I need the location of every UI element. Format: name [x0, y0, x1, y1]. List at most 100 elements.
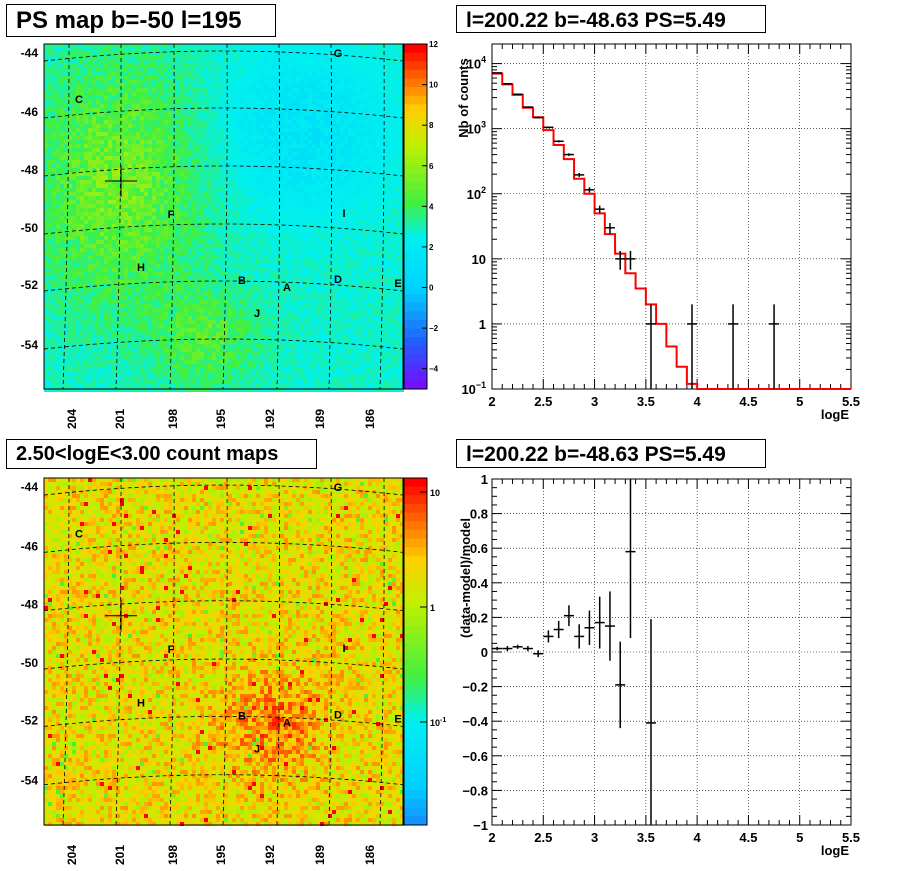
map-pixel	[324, 124, 328, 128]
map-pixel	[100, 148, 104, 152]
map-pixel	[148, 176, 152, 180]
map-pixel	[272, 248, 276, 252]
map-pixel	[128, 232, 132, 236]
map-pixel	[172, 212, 176, 216]
map-pixel	[200, 80, 204, 84]
map-pixel	[340, 148, 344, 152]
map-pixel	[340, 208, 344, 212]
map-pixel	[364, 232, 368, 236]
map-pixel	[156, 160, 160, 164]
map-pixel	[352, 256, 356, 260]
map-pixel	[160, 168, 164, 172]
map-pixel	[324, 252, 328, 256]
map-pixel	[80, 140, 84, 144]
map-pixel	[268, 204, 272, 208]
map-pixel	[192, 172, 196, 176]
map-pixel	[400, 168, 404, 172]
map-pixel	[392, 72, 396, 76]
map-pixel	[380, 212, 384, 216]
map-pixel	[184, 52, 188, 56]
map-pixel	[264, 76, 268, 80]
map-pixel	[368, 252, 372, 256]
map-pixel	[152, 248, 156, 252]
map-pixel	[392, 56, 396, 60]
map-pixel	[240, 192, 244, 196]
map-pixel	[268, 120, 272, 124]
map-pixel	[288, 220, 292, 224]
map-pixel	[52, 124, 56, 128]
map-pixel	[216, 164, 220, 168]
map-pixel	[232, 260, 236, 264]
map-pixel	[136, 52, 140, 56]
map-pixel	[48, 72, 52, 76]
map-pixel	[248, 136, 252, 140]
map-pixel	[140, 220, 144, 224]
map-pixel	[332, 256, 336, 260]
map-pixel	[340, 132, 344, 136]
map-pixel	[196, 244, 200, 248]
map-pixel	[316, 156, 320, 160]
map-pixel	[160, 248, 164, 252]
map-pixel	[372, 220, 376, 224]
map-pixel	[380, 256, 384, 260]
map-pixel	[328, 240, 332, 244]
map-pixel	[256, 208, 260, 212]
map-pixel	[160, 252, 164, 256]
map-pixel	[312, 192, 316, 196]
map-pixel	[260, 220, 264, 224]
map-pixel	[324, 116, 328, 120]
map-pixel	[208, 180, 212, 184]
map-pixel	[208, 84, 212, 88]
map-pixel	[324, 144, 328, 148]
map-pixel	[220, 160, 224, 164]
map-pixel	[144, 44, 148, 48]
map-pixel	[52, 104, 56, 108]
map-pixel	[308, 208, 312, 212]
map-pixel	[308, 156, 312, 160]
map-pixel	[148, 116, 152, 120]
map-pixel	[284, 172, 288, 176]
map-pixel	[364, 168, 368, 172]
map-pixel	[108, 216, 112, 220]
map-pixel	[64, 200, 68, 204]
map-pixel	[336, 148, 340, 152]
map-pixel	[108, 116, 112, 120]
map-pixel	[188, 64, 192, 68]
map-pixel	[180, 184, 184, 188]
map-pixel	[268, 116, 272, 120]
map-pixel	[244, 68, 248, 72]
map-pixel	[284, 196, 288, 200]
map-pixel	[228, 196, 232, 200]
map-pixel	[152, 164, 156, 168]
map-pixel	[48, 192, 52, 196]
map-pixel	[152, 224, 156, 228]
map-pixel	[224, 180, 228, 184]
map-pixel	[364, 48, 368, 52]
map-pixel	[312, 164, 316, 168]
map-pixel	[328, 184, 332, 188]
map-pixel	[96, 136, 100, 140]
map-pixel	[108, 88, 112, 92]
map-pixel	[296, 68, 300, 72]
map-pixel	[296, 180, 300, 184]
map-pixel	[76, 68, 80, 72]
map-pixel	[196, 88, 200, 92]
map-pixel	[328, 120, 332, 124]
map-pixel	[92, 164, 96, 168]
map-pixel	[84, 168, 88, 172]
map-pixel	[236, 44, 240, 48]
map-pixel	[52, 232, 56, 236]
map-pixel	[356, 192, 360, 196]
map-pixel	[204, 176, 208, 180]
map-pixel	[284, 44, 288, 48]
map-pixel	[132, 68, 136, 72]
map-pixel	[68, 164, 72, 168]
map-pixel	[260, 48, 264, 52]
map-pixel	[304, 212, 308, 216]
map-pixel	[168, 104, 172, 108]
map-pixel	[336, 52, 340, 56]
map-pixel	[88, 216, 92, 220]
map-pixel	[276, 216, 280, 220]
map-pixel	[52, 168, 56, 172]
map-pixel	[156, 176, 160, 180]
